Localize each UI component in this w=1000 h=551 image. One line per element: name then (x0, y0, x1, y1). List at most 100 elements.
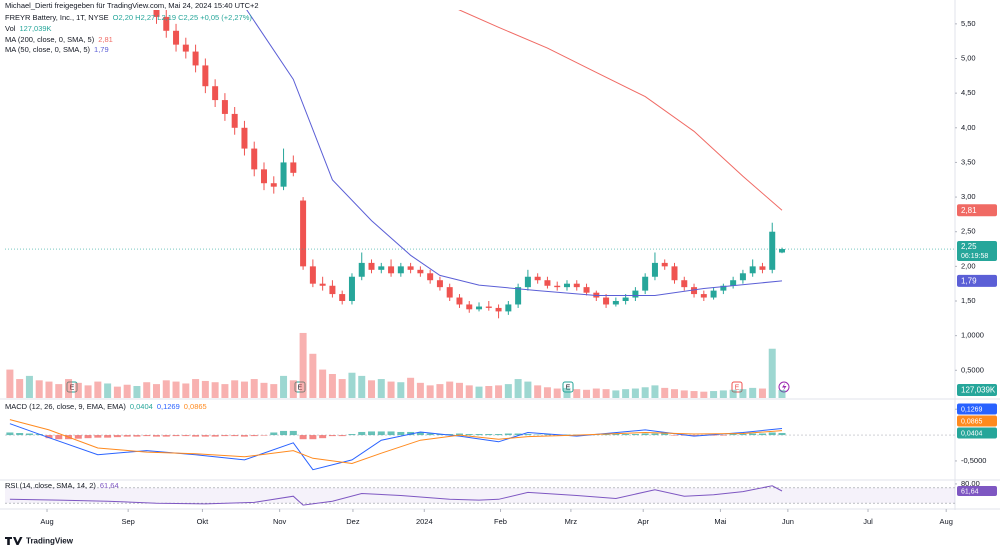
histogram-bar (719, 435, 727, 436)
volume-bar (416, 382, 424, 398)
volume-bar (84, 385, 92, 398)
histogram-bar (358, 431, 366, 436)
candle-body (339, 294, 346, 301)
candle-body (436, 280, 443, 288)
volume-bar (739, 389, 747, 398)
histogram-bar (221, 435, 229, 437)
axis-label-box (957, 204, 997, 217)
x-tick-label: Feb (494, 517, 507, 526)
histogram-bar (602, 434, 610, 436)
histogram-bar (631, 434, 639, 436)
volume-bar (55, 384, 63, 398)
volume-bar (719, 390, 727, 398)
candle-body (573, 283, 580, 288)
y-tick-label: 4,00 (961, 123, 976, 132)
volume-bar (368, 380, 376, 398)
volume-bar (407, 377, 415, 398)
axis-label-box (957, 427, 997, 439)
volume-bar (123, 384, 131, 398)
candle-body (290, 162, 297, 173)
candle-body (397, 266, 404, 274)
histogram-bar (563, 434, 571, 436)
event-box (294, 381, 306, 393)
event-marker[interactable]: E (294, 381, 306, 393)
histogram-bar (543, 434, 551, 436)
volume-bar (377, 379, 385, 398)
histogram-bar (338, 435, 346, 437)
histogram-bar (524, 434, 532, 436)
candle-body (231, 113, 238, 128)
volume-bar (504, 384, 512, 398)
volume-bar (446, 381, 454, 398)
axis-label: 2,81 (961, 206, 977, 215)
histogram-bar (514, 433, 522, 436)
volume-bar (152, 384, 160, 398)
histogram-bar (250, 435, 258, 437)
volume-bar (778, 389, 786, 398)
plot-area (5, 419, 955, 471)
candle-body (710, 290, 717, 298)
candle-body (270, 183, 277, 187)
candle-body (769, 231, 776, 270)
ma-line (246, 10, 783, 296)
event-marker[interactable]: E (731, 381, 743, 393)
legend-text: 0,0404 (130, 402, 153, 411)
volume-bar (690, 391, 698, 398)
volume-bar (45, 381, 53, 398)
legend-text: 0,0865 (184, 402, 207, 411)
histogram-bar (16, 433, 24, 436)
volume-bar (768, 348, 776, 398)
volume-bar (133, 386, 141, 398)
volume-bar (270, 384, 278, 398)
volume-bar (749, 387, 757, 398)
event-marker[interactable]: E (562, 381, 574, 393)
macd-line (9, 423, 783, 471)
x-tick-label: Aug (940, 517, 953, 526)
x-tick-label: Okt (197, 517, 210, 526)
candle-body (348, 276, 355, 301)
candle-body (759, 266, 766, 270)
volume-bar (592, 388, 600, 398)
y-tick-label: 0,5000 (961, 365, 984, 374)
volume-bar (583, 389, 591, 398)
candle-body (163, 16, 170, 31)
legend-text: 2,81 (98, 35, 113, 44)
candle-body (622, 297, 629, 301)
candle-body (730, 280, 737, 286)
volume-bar (280, 375, 288, 398)
histogram-bar (426, 433, 434, 436)
candle-body (427, 273, 434, 281)
dividend-marker[interactable] (778, 381, 790, 393)
volume-bar (475, 386, 483, 398)
legend-text: 61,64 (100, 481, 119, 490)
histogram-bar (319, 435, 327, 439)
event-label: E (298, 384, 303, 391)
volume-bar (201, 380, 209, 398)
volume-bar (260, 382, 268, 398)
volume-bar (651, 385, 659, 398)
volume-bar (426, 385, 434, 398)
x-tick-label: Aug (40, 517, 53, 526)
histogram-bar (45, 435, 53, 439)
candle-body (651, 262, 658, 277)
histogram-bar (143, 435, 151, 437)
volume-bar (104, 383, 112, 398)
event-label: E (566, 384, 571, 391)
rsi-band (5, 487, 955, 504)
volume-bar (729, 389, 737, 398)
histogram-bar (368, 431, 376, 436)
histogram-bar (612, 434, 620, 436)
histogram-bar (328, 435, 336, 437)
histogram-bar (25, 433, 33, 436)
candle-body (720, 285, 727, 291)
histogram-bar (651, 433, 659, 436)
candle-body (700, 294, 707, 298)
x-tick-label: 2024 (416, 517, 433, 526)
histogram-bar (6, 432, 14, 436)
candle-body (280, 162, 287, 187)
y-tick-label: 5,00 (961, 53, 976, 62)
event-marker[interactable]: E (66, 381, 78, 393)
x-tick-label: Jul (863, 517, 873, 526)
